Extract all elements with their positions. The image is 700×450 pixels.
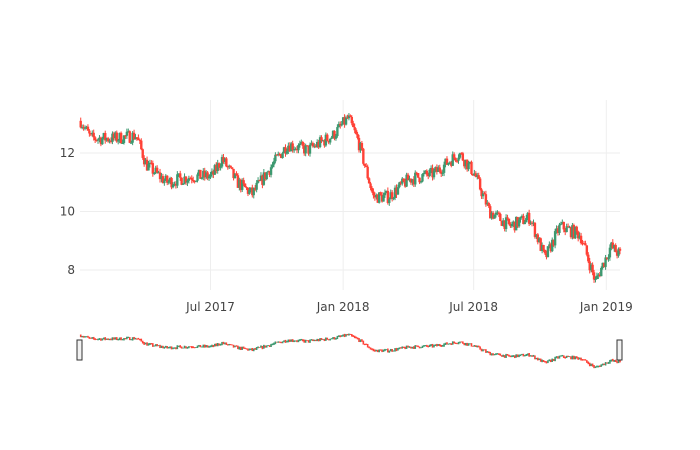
- y-tick-label: 8: [67, 263, 75, 277]
- range-slider-preview: [79, 333, 621, 369]
- candles: [79, 113, 622, 283]
- x-axis-ticks: Jul 2017 Jan 2018 Jul 2018 Jan 2019: [185, 300, 633, 314]
- x-tick-label: Jan 2019: [579, 300, 633, 314]
- x-tick-label: Jan 2018: [316, 300, 370, 314]
- range-handle-left[interactable]: [76, 339, 83, 361]
- gridlines: [80, 100, 620, 290]
- range-handle-right[interactable]: [616, 339, 623, 361]
- y-tick-label: 12: [60, 146, 75, 160]
- range-slider[interactable]: [76, 333, 623, 369]
- x-tick-label: Jul 2017: [185, 300, 235, 314]
- y-axis-ticks: 8 10 12: [60, 146, 75, 277]
- y-tick-label: 10: [60, 205, 75, 219]
- x-tick-label: Jul 2018: [448, 300, 498, 314]
